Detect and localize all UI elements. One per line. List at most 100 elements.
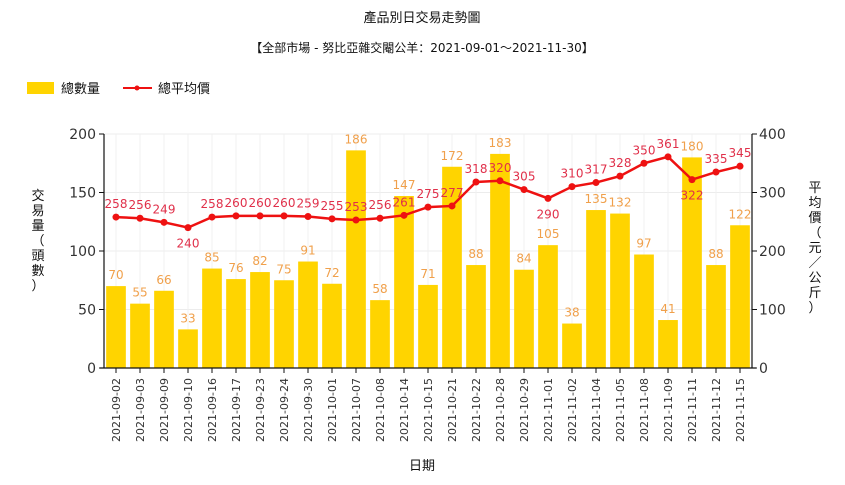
bar-2021-10-14[interactable] <box>394 196 414 368</box>
y-left-tick-label: 200 <box>69 127 96 143</box>
line-point-2021-10-22[interactable] <box>472 178 480 186</box>
bar-value-label: 33 <box>180 311 195 325</box>
legend-item-line[interactable]: 總平均價 <box>123 81 210 97</box>
line-point-2021-10-14[interactable] <box>400 211 408 219</box>
bar-value-label: 88 <box>708 247 723 261</box>
x-tick-label: 2021-10-29 <box>518 378 531 442</box>
bar-2021-09-17[interactable] <box>226 279 246 368</box>
bar-2021-11-08[interactable] <box>634 254 654 368</box>
bar-value-label: 55 <box>132 286 147 300</box>
bar-value-label: 75 <box>276 262 291 276</box>
line-value-label: 335 <box>705 152 728 166</box>
legend-bar-swatch <box>27 82 54 94</box>
line-value-label: 317 <box>585 163 608 177</box>
bar-value-label: 41 <box>660 302 675 316</box>
legend-item-bar[interactable]: 總數量 <box>27 81 100 97</box>
bar-value-label: 186 <box>345 132 368 146</box>
line-point-2021-09-09[interactable] <box>160 218 168 226</box>
line-value-label: 256 <box>129 198 152 212</box>
line-point-2021-10-21[interactable] <box>448 202 456 210</box>
legend: 總數量 總平均價 <box>27 81 210 97</box>
x-tick-label: 2021-11-04 <box>590 378 603 442</box>
y-right-tick-label: 0 <box>759 361 768 377</box>
line-value-label: 260 <box>273 196 296 210</box>
line-value-label: 258 <box>201 197 224 211</box>
bar-2021-11-09[interactable] <box>658 320 678 368</box>
bar-2021-09-03[interactable] <box>130 303 150 368</box>
bar-value-label: 91 <box>300 244 315 258</box>
x-tick-label: 2021-10-14 <box>398 378 411 442</box>
line-point-2021-10-07[interactable] <box>352 216 360 224</box>
bar-2021-10-21[interactable] <box>442 166 462 368</box>
bar-2021-09-16[interactable] <box>202 268 222 368</box>
y-left-tick-label: 50 <box>78 303 96 319</box>
bar-2021-09-02[interactable] <box>106 286 126 368</box>
line-value-label: 253 <box>345 200 368 214</box>
y-right-tick-label: 100 <box>759 303 786 319</box>
x-tick-label: 2021-09-10 <box>182 378 195 442</box>
line-value-label: 261 <box>393 195 416 209</box>
line-point-2021-11-01[interactable] <box>544 194 552 202</box>
bar-2021-09-24[interactable] <box>274 280 294 368</box>
bar-2021-09-23[interactable] <box>250 272 270 368</box>
x-tick-label: 2021-11-02 <box>566 378 579 442</box>
x-tick-label: 2021-10-07 <box>350 378 363 442</box>
y-axis-right-title: 平均價（元／公斤） <box>808 181 821 316</box>
bar-2021-11-04[interactable] <box>586 210 606 368</box>
x-tick-label: 2021-11-05 <box>614 378 627 442</box>
line-point-2021-09-17[interactable] <box>232 212 240 220</box>
line-point-2021-09-16[interactable] <box>208 213 216 221</box>
bar-2021-09-09[interactable] <box>154 290 174 368</box>
line-point-2021-11-05[interactable] <box>616 172 624 180</box>
line-point-2021-11-09[interactable] <box>664 153 672 161</box>
line-value-label: 277 <box>441 186 464 200</box>
bar-2021-10-15[interactable] <box>418 284 438 368</box>
line-point-2021-10-01[interactable] <box>328 215 336 223</box>
line-point-2021-09-24[interactable] <box>280 212 288 220</box>
bar-2021-10-28[interactable] <box>490 153 510 368</box>
bar-2021-10-22[interactable] <box>466 265 486 368</box>
line-point-2021-09-30[interactable] <box>304 212 312 220</box>
legend-line-marker <box>134 85 140 91</box>
line-point-2021-11-15[interactable] <box>736 162 744 170</box>
bar-2021-11-15[interactable] <box>730 225 750 368</box>
line-value-label: 310 <box>561 167 584 181</box>
line-point-2021-11-12[interactable] <box>712 168 720 176</box>
bar-value-label: 76 <box>228 261 243 275</box>
line-point-2021-10-29[interactable] <box>520 186 528 194</box>
bar-2021-10-01[interactable] <box>322 283 342 368</box>
bar-2021-11-12[interactable] <box>706 265 726 368</box>
bar-2021-11-11[interactable] <box>682 157 702 368</box>
bar-value-label: 88 <box>468 247 483 261</box>
chart-subtitle: 【全部市場 - 努比亞雜交閹公羊：2021-09-01～2021-11-30】 <box>250 40 593 55</box>
x-tick-label: 2021-09-17 <box>230 378 243 442</box>
line-point-2021-09-02[interactable] <box>112 213 120 221</box>
line-value-label: 350 <box>633 143 656 157</box>
bar-2021-10-29[interactable] <box>514 269 534 368</box>
bar-2021-11-05[interactable] <box>610 213 630 368</box>
bar-value-label: 70 <box>108 268 123 282</box>
bar-2021-09-30[interactable] <box>298 261 318 368</box>
line-point-2021-10-15[interactable] <box>424 203 432 211</box>
bar-2021-10-07[interactable] <box>346 150 366 368</box>
axes: 0 50 100 150 200 0 100 200 300 400 2021-09-02 2021-… <box>69 127 785 442</box>
line-point-2021-09-23[interactable] <box>256 212 264 220</box>
line-point-2021-10-08[interactable] <box>376 214 384 222</box>
bar-2021-09-10[interactable] <box>178 329 198 368</box>
line-point-2021-11-08[interactable] <box>640 159 648 167</box>
line-point-2021-09-03[interactable] <box>136 214 144 222</box>
line-point-2021-11-11[interactable] <box>688 176 696 184</box>
bar-value-label: 58 <box>372 282 387 296</box>
line-series <box>112 153 744 232</box>
line-point-2021-10-28[interactable] <box>496 177 504 185</box>
bar-2021-11-01[interactable] <box>538 245 558 368</box>
bar-2021-11-02[interactable] <box>562 323 582 368</box>
bar-value-label: 172 <box>441 149 464 163</box>
line-point-2021-11-04[interactable] <box>592 179 600 187</box>
line-value-label: 259 <box>297 196 320 210</box>
line-point-2021-09-10[interactable] <box>184 224 192 232</box>
chart-title: 產品別日交易走勢圖 <box>363 10 480 26</box>
line-value-label: 260 <box>225 196 248 210</box>
line-point-2021-11-02[interactable] <box>568 183 576 191</box>
bar-2021-10-08[interactable] <box>370 300 390 368</box>
